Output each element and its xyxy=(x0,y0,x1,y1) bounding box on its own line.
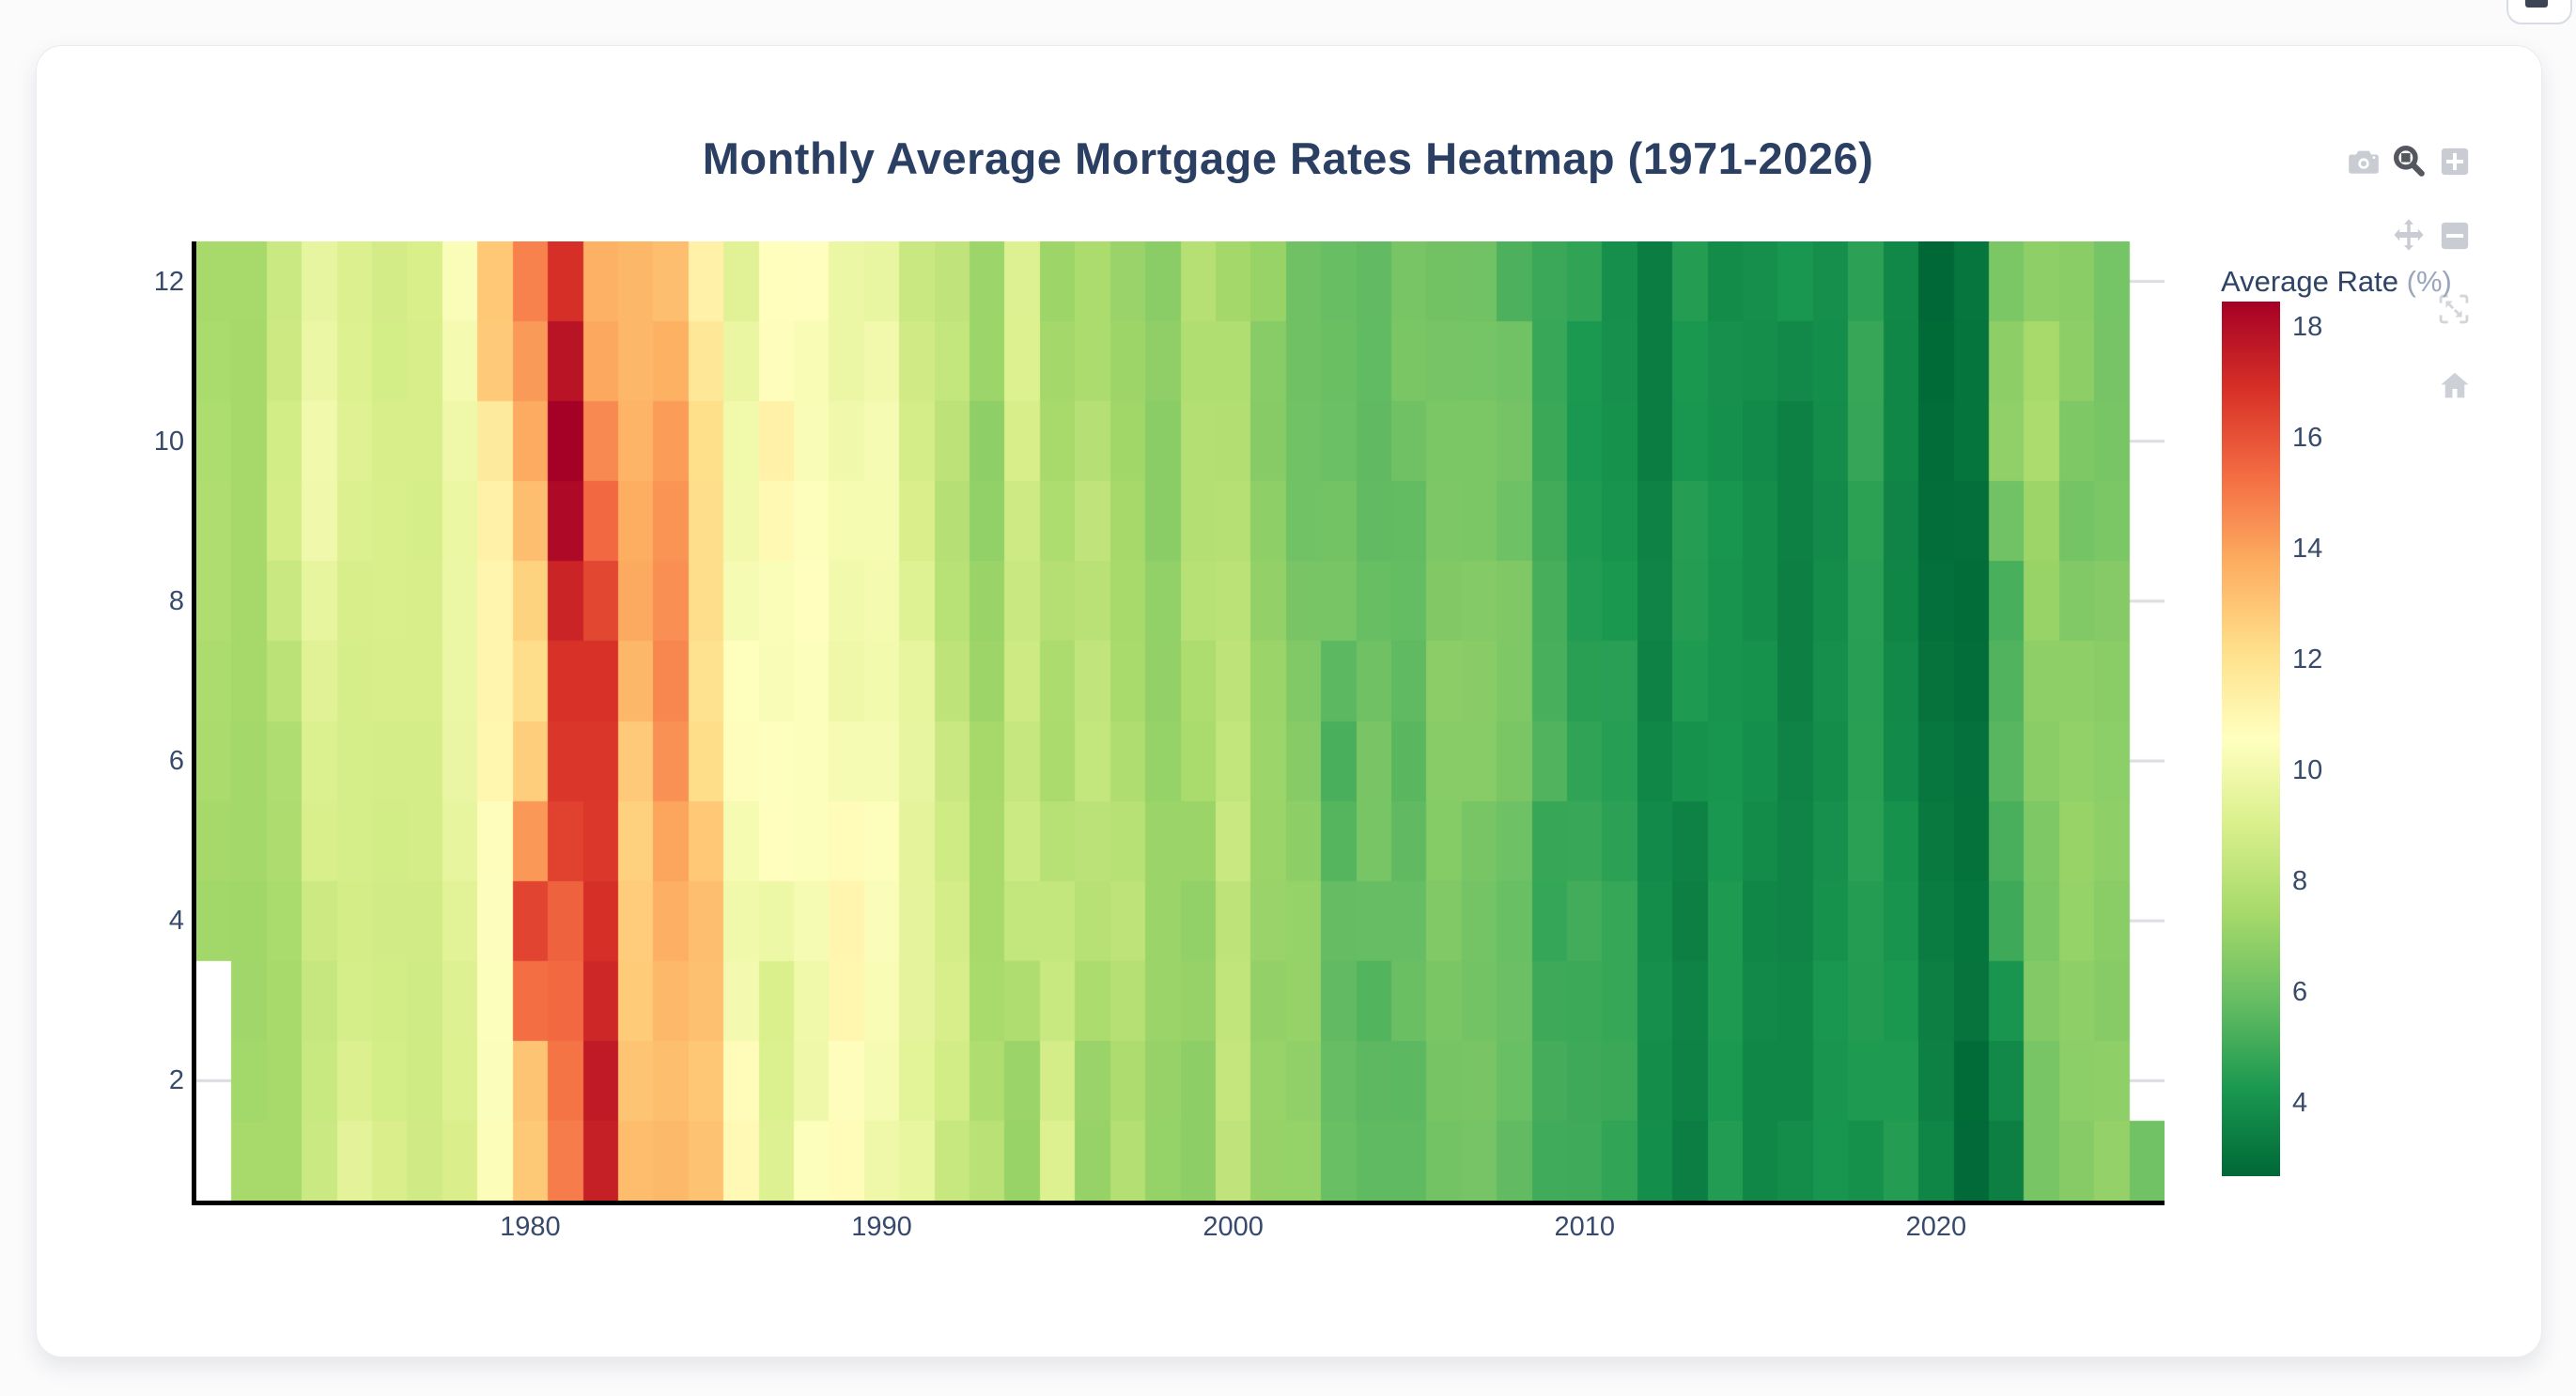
camera-icon[interactable] xyxy=(2346,145,2382,180)
autoscale-icon[interactable] xyxy=(2436,291,2472,327)
y-axis-line xyxy=(192,241,196,1205)
heatmap-plot[interactable] xyxy=(196,241,2165,1201)
colorbar-title-text: Average Rate xyxy=(2221,265,2398,298)
colorbar-title: Average Rate (%) xyxy=(2221,265,2452,299)
clipped-dark-glyph-icon xyxy=(2525,0,2548,8)
zoom-in-icon[interactable] xyxy=(2439,146,2471,178)
colorbar-title-unit: (%) xyxy=(2406,265,2452,298)
zoom-icon[interactable] xyxy=(2391,143,2427,178)
x-axis-line xyxy=(192,1201,2165,1205)
pan-icon[interactable] xyxy=(2391,217,2427,253)
corner-partial-button[interactable] xyxy=(2506,0,2572,24)
home-icon[interactable] xyxy=(2437,368,2473,404)
zoom-out-icon[interactable] xyxy=(2439,220,2471,252)
colorbar-gradient xyxy=(2222,302,2280,1176)
chart-title: Monthly Average Mortgage Rates Heatmap (… xyxy=(702,133,1874,183)
